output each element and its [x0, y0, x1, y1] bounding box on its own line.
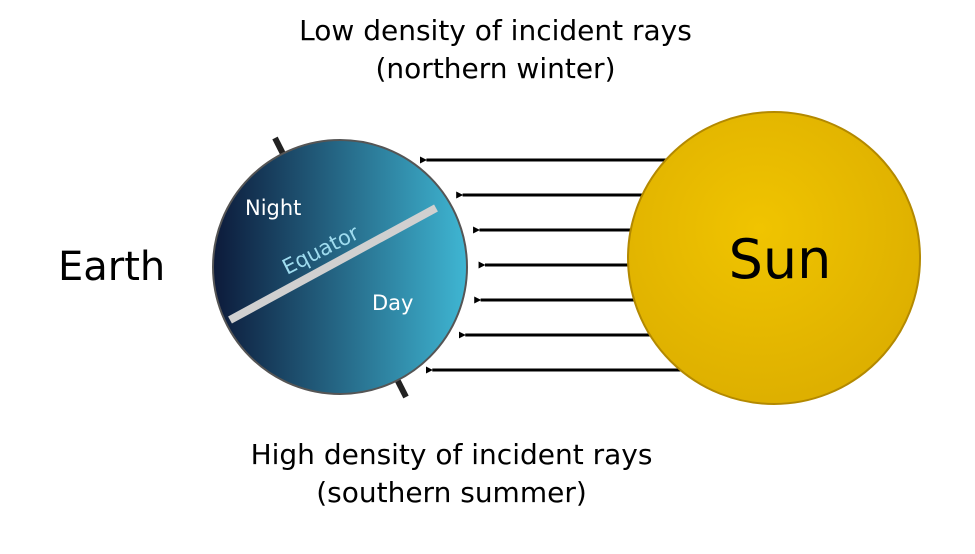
bottom-caption-line2: (southern summer)	[316, 476, 587, 509]
top-caption-line1: Low density of incident rays	[299, 14, 692, 47]
day-label: Day	[372, 291, 413, 315]
top-caption: Low density of incident rays (northern w…	[0, 12, 975, 88]
earth-label: Earth	[58, 244, 166, 290]
top-caption-line2: (northern winter)	[375, 52, 616, 85]
sun-disc	[627, 111, 921, 405]
sun-label: Sun	[729, 228, 832, 291]
night-label: Night	[245, 196, 301, 220]
bottom-caption-line1: High density of incident rays	[250, 438, 653, 471]
incident-rays	[419, 156, 695, 374]
bottom-caption: High density of incident rays (southern …	[0, 436, 975, 512]
earth-globe	[212, 139, 468, 395]
equator-line	[228, 204, 438, 324]
